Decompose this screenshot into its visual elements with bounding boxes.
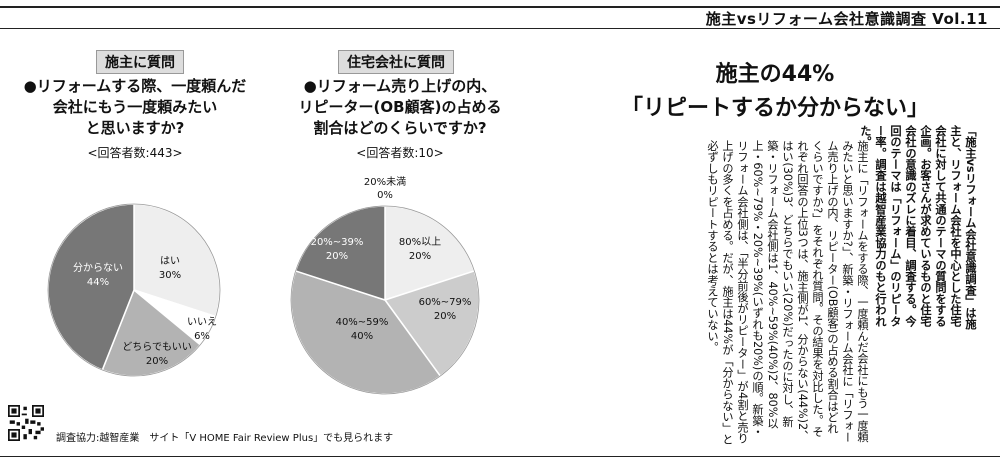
headline-line: 施主の44% [715, 62, 835, 87]
company-pie-percent-label: 40% [351, 331, 373, 342]
company-question-tag: 住宅会社に質問 [338, 50, 454, 74]
slice-percent: 0% [377, 190, 393, 201]
company-pie-percent-label: 20% [326, 251, 348, 262]
owner-question-line: と思いますか? [85, 119, 185, 137]
owner-question-line: ●リフォームする際、一度頼んだ [23, 77, 247, 95]
footer-credit: 調査協力:越智産業 サイト「V HOME Fair Review Plus」でも… [56, 433, 394, 444]
owner-question-line: 会社にもう一度頼みたい [52, 98, 218, 116]
owner-pie-percent-label: 6% [194, 331, 210, 342]
owner-pie-category-label: どちらでもいい [122, 341, 192, 353]
company-pie-category-label: 40%~59% [336, 317, 389, 328]
company-question-line: リピーター(OB顧客)の占める [298, 98, 502, 116]
owner-question: ●リフォームする際、一度頼んだ 会社にもう一度頼みたい と思いますか? [0, 76, 270, 139]
page-header-title: 施主vsリフォーム会社意識調査 Vol.11 [705, 10, 988, 28]
owner-pie-percent-label: 30% [159, 270, 181, 281]
owner-pie-outline [47, 203, 221, 377]
company-pie-category-label: 60%~79% [419, 297, 472, 308]
header-rule [0, 28, 1000, 29]
article-headline: 施主の44% 「リピートするか分からない」 [605, 58, 945, 126]
company-pie-category-label: 80%以上 [399, 236, 441, 248]
owner-pie-category-label: 分からない [73, 262, 123, 274]
qr-code-icon [8, 405, 44, 441]
slice-category: 20%未満 [363, 177, 407, 188]
company-question-line: ●リフォーム売り上げの内、 [303, 77, 497, 95]
company-pie-category-label: 20%~39% [311, 237, 364, 248]
company-pie-percent-label: 20% [434, 311, 456, 322]
owner-pie-percent-label: 44% [87, 277, 109, 288]
article-intro: 「施主vsリフォーム会社意識調査」は施主と、リフォーム会社を中心とした住宅会社に… [859, 125, 977, 330]
headline-line: 「リピートするか分からない」 [620, 96, 929, 121]
company-pie-percent-label: 20% [409, 251, 431, 262]
company-question: ●リフォーム売り上げの内、 リピーター(OB顧客)の占める 割合はどのくらいです… [265, 76, 535, 139]
owner-respondent-count: <回答者数:443> [87, 146, 183, 160]
owner-pie-chart: はい 30% いいえ 6%どちらでもいい 20% 分からない 44% [47, 203, 221, 377]
company-respondent-count: <回答者数:10> [356, 146, 444, 160]
top-rule [0, 6, 1000, 8]
slice-label-under20: 20%未満 0% [345, 176, 425, 202]
company-question-line: 割合はどのくらいですか? [313, 119, 487, 137]
owner-question-tag: 施主に質問 [96, 50, 184, 74]
company-pie-chart: 80%以上 20% 60%~79% 20% 40%~59% 40% 20%~39% 20% [290, 205, 480, 395]
bottom-rule [0, 456, 1000, 457]
owner-pie-percent-label: 20% [146, 356, 168, 367]
company-pie-outline [290, 205, 480, 395]
owner-pie-category-label: いいえ [187, 316, 217, 328]
owner-pie-category-label: はい [160, 255, 180, 267]
article-body: 施主に「リフォームをする際、一度頼んだ会社にもう一度頼みたいと思いますか?」、新… [706, 140, 869, 445]
